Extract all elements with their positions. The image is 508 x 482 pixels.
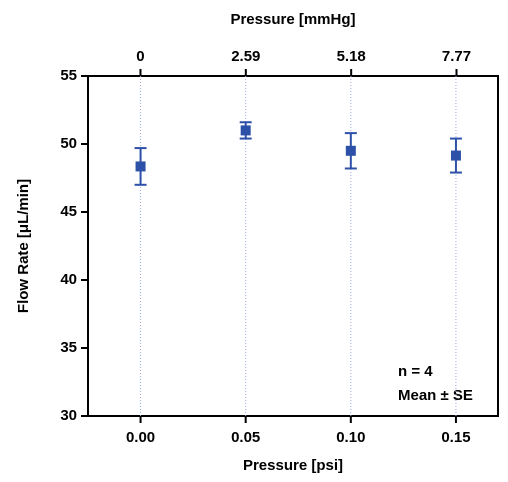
y-tick-label: 35	[60, 339, 77, 356]
x-axis-label: Pressure [psi]	[243, 457, 343, 474]
point	[450, 150, 461, 161]
plot-frame	[87, 75, 499, 417]
x-tick-label: 0.05	[231, 429, 260, 446]
point	[345, 145, 356, 156]
annotation: n = 4	[398, 363, 433, 380]
x2-tick-label: 5.18	[337, 48, 366, 65]
x2-tick-label: 7.77	[442, 48, 471, 65]
x2-axis-label: Pressure [mmHg]	[230, 11, 355, 28]
y-axis-label: Flow Rate [μL/min]	[15, 179, 32, 313]
y-tick-label: 40	[60, 271, 77, 288]
x-tick-label: 0.00	[126, 429, 155, 446]
x-tick-label: 0.15	[441, 429, 470, 446]
y-tick-label: 50	[60, 135, 77, 152]
x2-tick-label: 0	[136, 48, 144, 65]
y-tick-label: 55	[60, 67, 77, 84]
x2-tick-label: 2.59	[231, 48, 260, 65]
point	[240, 125, 251, 136]
x-tick-label: 0.10	[336, 429, 365, 446]
y-tick-label: 30	[60, 407, 77, 424]
point	[135, 161, 146, 172]
annotation: Mean ± SE	[398, 387, 473, 404]
y-tick-label: 45	[60, 203, 77, 220]
